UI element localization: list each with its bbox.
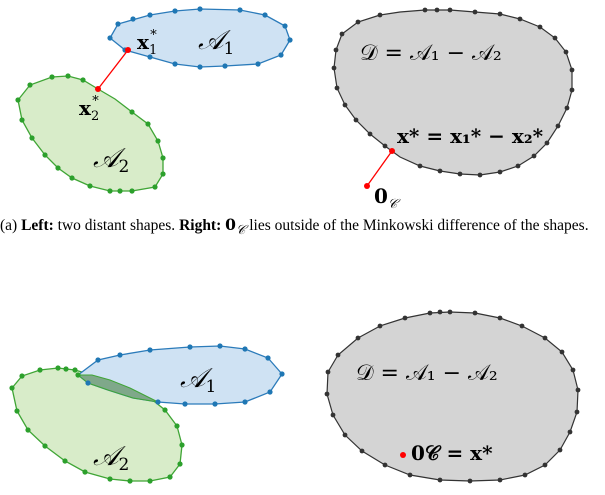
b-d-equation-label: 𝒟 = 𝒜₁ − 𝒜₂ (356, 361, 498, 386)
shape-b-a1-vertices (85, 343, 285, 407)
panel-a-right: 𝒟 = 𝒜₁ − 𝒜₂ x* = x₁* − x₂* 0𝒞 (331, 7, 575, 212)
shape-b-a2-vertices (9, 365, 185, 484)
x-star-equation-label: x* = x₁* − x₂* (397, 124, 544, 148)
shape-d-polygon (333, 9, 573, 176)
shape-a1-vertices (107, 6, 293, 70)
panel-b-right: 𝒟 = 𝒜₁ − 𝒜₂ 0𝒞 = x* (324, 309, 581, 484)
caption-prefix: (a) (0, 217, 22, 234)
shape-b-d-vertices (324, 309, 581, 484)
panel-a-caption: (a) Left: two distant shapes. Right: 0𝒞 … (0, 215, 605, 240)
origin-label: 0𝒞 (374, 184, 401, 212)
panel-b-left: 𝒜1 𝒜2 (9, 343, 285, 484)
shape-a2-vertices (15, 73, 166, 194)
caption-origin-sub: 𝒞 (235, 223, 246, 239)
caption-rest: lies outside of the Minkowski difference… (245, 217, 589, 234)
x2-star-label: x2* (79, 94, 99, 124)
b-origin-point (400, 452, 406, 458)
overlap-region (76, 374, 159, 403)
shape-a2-polygon (17, 75, 164, 192)
x1-star-label: x1* (137, 28, 157, 58)
x-star-point (389, 148, 395, 154)
caption-right-bold: Right: (179, 217, 222, 234)
x1-star-point (125, 47, 131, 53)
shape-d-vertices (331, 7, 575, 178)
origin-connector (366, 150, 393, 187)
x2-star-point (95, 86, 101, 92)
caption-left-text: two distant shapes. (53, 217, 180, 234)
d-equation-label: 𝒟 = 𝒜₁ − 𝒜₂ (360, 41, 502, 66)
caption-left-bold: Left: (21, 217, 54, 234)
closest-points-connector (97, 49, 129, 90)
b-origin-equation-label: 0𝒞 = x* (411, 441, 493, 465)
caption-origin-symbol: 0 (225, 215, 236, 234)
origin-point (364, 183, 370, 189)
panel-a-left: x1* 𝒜1 x2* 𝒜2 (15, 6, 293, 194)
